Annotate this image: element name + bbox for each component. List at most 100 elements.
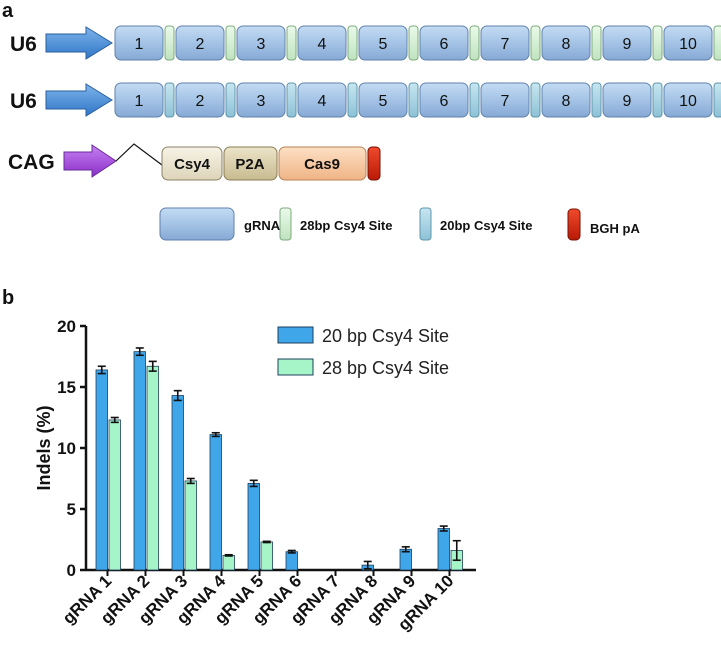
- csy4-site-block: [286, 25, 297, 61]
- grna-unit-label: 9: [623, 36, 632, 53]
- grna-unit-label: 9: [623, 93, 632, 110]
- grna-unit-label: 10: [679, 36, 697, 53]
- csy4-site-block: [530, 25, 541, 61]
- bar-20bp: [133, 351, 146, 571]
- cag-promoter-label: CAG: [8, 151, 55, 174]
- y-ticks: 0 5 10 15 20: [57, 317, 86, 580]
- construct-row-2: U6 1 2 3 4 5 6 7 8 9 10: [10, 82, 721, 118]
- chart-legend: 20 bp Csy4 Site 28 bp Csy4 Site: [277, 326, 449, 378]
- csy4-site-block: [286, 82, 297, 118]
- bar-28bp: [222, 554, 235, 571]
- bar-28bp: [108, 419, 121, 571]
- csy4-site-block: [713, 82, 721, 118]
- csy4-site-block: [652, 25, 663, 61]
- y-tick-label: 20: [57, 317, 76, 336]
- csy4-site-block: [469, 82, 480, 118]
- grna-unit-block: [541, 82, 591, 118]
- cag-construct: CAG Csy4 P2A Cas9: [8, 143, 381, 181]
- grna-unit-block: [297, 82, 347, 118]
- csy4-site-block: [347, 82, 358, 118]
- grna-unit-label: 6: [440, 36, 449, 53]
- cag-promoter-arrow: [63, 144, 117, 178]
- bar-28bp: [260, 541, 273, 571]
- grna-unit-label: 7: [501, 93, 510, 110]
- y-tick-label: 0: [67, 561, 76, 580]
- csy4-site-block: [591, 82, 602, 118]
- grna-unit-block: [358, 25, 408, 61]
- grna-unit-block: [602, 82, 652, 118]
- row2-units: 1 2 3 4 5 6 7 8 9 10: [114, 82, 721, 118]
- grna-unit-block: [419, 25, 469, 61]
- grna-unit-block: [663, 82, 713, 118]
- grna-unit-label: 5: [379, 36, 388, 53]
- csy4-site-block: [652, 82, 663, 118]
- grna-unit-block: [663, 25, 713, 61]
- grna-unit-block: [419, 82, 469, 118]
- grna-unit-label: 8: [562, 93, 571, 110]
- csy4-site-block: [713, 25, 721, 61]
- bar-20bp: [247, 482, 260, 571]
- grna-unit-block: [175, 82, 225, 118]
- csy4-site-block: [408, 25, 419, 61]
- grna-unit-block: [236, 82, 286, 118]
- cas9-label: Cas9: [304, 156, 340, 173]
- promoter-label: U6: [10, 90, 37, 113]
- bars: [95, 347, 463, 571]
- grna-unit-block: [114, 82, 164, 118]
- legend-grna-label: gRNA: [244, 218, 281, 233]
- csy4-site-block: [347, 25, 358, 61]
- grna-unit-label: 7: [501, 36, 510, 53]
- grna-unit-block: [602, 25, 652, 61]
- grna-unit-label: 4: [318, 36, 327, 53]
- legend-20bp-series-swatch: [277, 326, 314, 344]
- bar-20bp: [285, 551, 298, 571]
- grna-unit-block: [236, 25, 286, 61]
- promoter-label: U6: [10, 33, 37, 56]
- legend-28bp-series-swatch: [277, 358, 314, 376]
- csy4-site-block: [164, 82, 175, 118]
- bar-20bp: [209, 434, 222, 571]
- construct-row-1: U6 1 2 3 4 5 6 7 8 9 10: [10, 25, 721, 61]
- p2a-block: [223, 146, 278, 181]
- grna-unit-label: 5: [379, 93, 388, 110]
- p2a-label: P2A: [235, 156, 264, 173]
- grna-unit-label: 1: [135, 93, 144, 110]
- grna-unit-label: 6: [440, 93, 449, 110]
- y-tick-label: 5: [67, 500, 76, 519]
- panel-a-legend: gRNA 28bp Csy4 Site 20bp Csy4 Site BGH p…: [159, 207, 640, 241]
- legend-28bp-series-label: 28 bp Csy4 Site: [322, 358, 449, 378]
- y-tick-label: 15: [57, 378, 76, 397]
- legend-28bp-label: 28bp Csy4 Site: [300, 218, 393, 233]
- y-axis-label: Indels (%): [34, 405, 54, 490]
- row1-units: 1 2 3 4 5 6 7 8 9 10: [114, 25, 721, 61]
- csy4-block: [161, 146, 223, 181]
- grna-unit-label: 3: [257, 36, 266, 53]
- legend-20bp-label: 20bp Csy4 Site: [440, 218, 533, 233]
- csy4-site-block: [530, 82, 541, 118]
- legend-grna-swatch: [159, 207, 235, 241]
- cas9-block: [278, 146, 367, 181]
- grna-unit-label: 1: [135, 36, 144, 53]
- grna-unit-block: [541, 25, 591, 61]
- y-tick-label: 10: [57, 439, 76, 458]
- grna-unit-block: [358, 82, 408, 118]
- legend-20bp-series-label: 20 bp Csy4 Site: [322, 326, 449, 346]
- grna-unit-block: [175, 25, 225, 61]
- legend-28bp-swatch: [279, 207, 292, 241]
- panel-a-label: a: [2, 0, 14, 22]
- bgh-pa-block: [367, 146, 381, 181]
- csy4-site-block: [225, 82, 236, 118]
- grna-unit-label: 2: [196, 36, 205, 53]
- csy4-label: Csy4: [174, 156, 211, 173]
- intron-line: [115, 143, 163, 166]
- legend-bghpa-swatch: [567, 208, 581, 241]
- legend-bghpa-label: BGH pA: [590, 221, 640, 236]
- bar-20bp: [437, 528, 450, 571]
- csy4-site-block: [225, 25, 236, 61]
- grna-unit-label: 8: [562, 36, 571, 53]
- legend-20bp-swatch: [419, 207, 432, 241]
- u6-promoter-arrow: [45, 83, 113, 117]
